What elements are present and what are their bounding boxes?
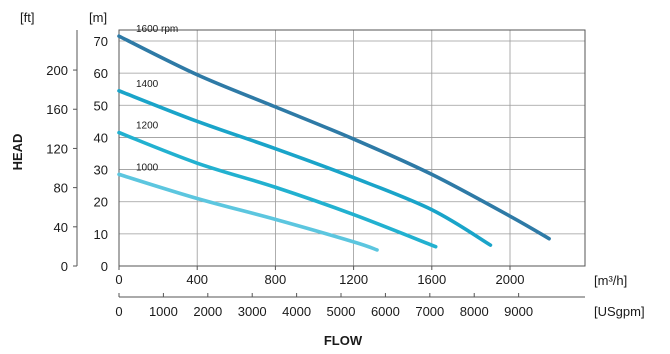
y-tick-label: 10 (94, 227, 108, 242)
x2-tick-label: 2000 (193, 304, 222, 319)
y-tick-label: 20 (94, 195, 108, 210)
y-tick-label: 50 (94, 98, 108, 113)
y-tick-label: 0 (101, 259, 108, 274)
y-axis-title: HEAD (10, 134, 25, 171)
grid (119, 30, 585, 266)
x-tick-label: 0 (115, 272, 122, 287)
x2-tick-label: 1000 (149, 304, 178, 319)
curve-label-3: 1200 (136, 121, 159, 132)
x2-tick-label: 8000 (460, 304, 489, 319)
y2-tick-label: 160 (46, 102, 68, 117)
x-axis-title: FLOW (324, 333, 363, 348)
curve-3 (117, 130, 438, 249)
x2-tick-label: 0 (115, 304, 122, 319)
y2-tick-label: 0 (61, 259, 68, 274)
x-unit-label: [m³/h] (594, 273, 627, 288)
x2-tick-label: 4000 (282, 304, 311, 319)
curves (117, 34, 551, 252)
x2-unit-label: [USgpm] (594, 304, 645, 319)
x2-tick-label: 7000 (415, 304, 444, 319)
curve-label-4: 1000 (136, 162, 159, 173)
x-tick-label: 400 (186, 272, 208, 287)
x2-tick-label: 3000 (238, 304, 267, 319)
x-tick-label: 1200 (339, 272, 368, 287)
y-tick-label: 40 (94, 130, 108, 145)
plot-frame (118, 29, 586, 267)
axes (73, 29, 586, 298)
y-unit-label: [m] (89, 10, 107, 25)
y2-tick-label: 120 (46, 141, 68, 156)
x-tick-label: 1600 (417, 272, 446, 287)
curve-4 (117, 172, 379, 252)
y-tick-label: 30 (94, 163, 108, 178)
curve-1 (117, 34, 551, 241)
curve-label-2: 1400 (136, 79, 159, 90)
y2-tick-label: 80 (54, 181, 68, 196)
x-tick-label: 800 (265, 272, 287, 287)
y2-unit-label: [ft] (20, 10, 34, 25)
y2-tick-label: 40 (54, 220, 68, 235)
x2-tick-label: 5000 (327, 304, 356, 319)
y2-tick-label: 200 (46, 63, 68, 78)
x-tick-label: 2000 (496, 272, 525, 287)
x2-tick-label: 9000 (504, 304, 533, 319)
curve-2 (117, 89, 493, 247)
curve-label-1: 1600 rpm (136, 24, 178, 35)
x2-tick-label: 6000 (371, 304, 400, 319)
y-tick-label: 60 (94, 66, 108, 81)
y-tick-label: 70 (94, 34, 108, 49)
